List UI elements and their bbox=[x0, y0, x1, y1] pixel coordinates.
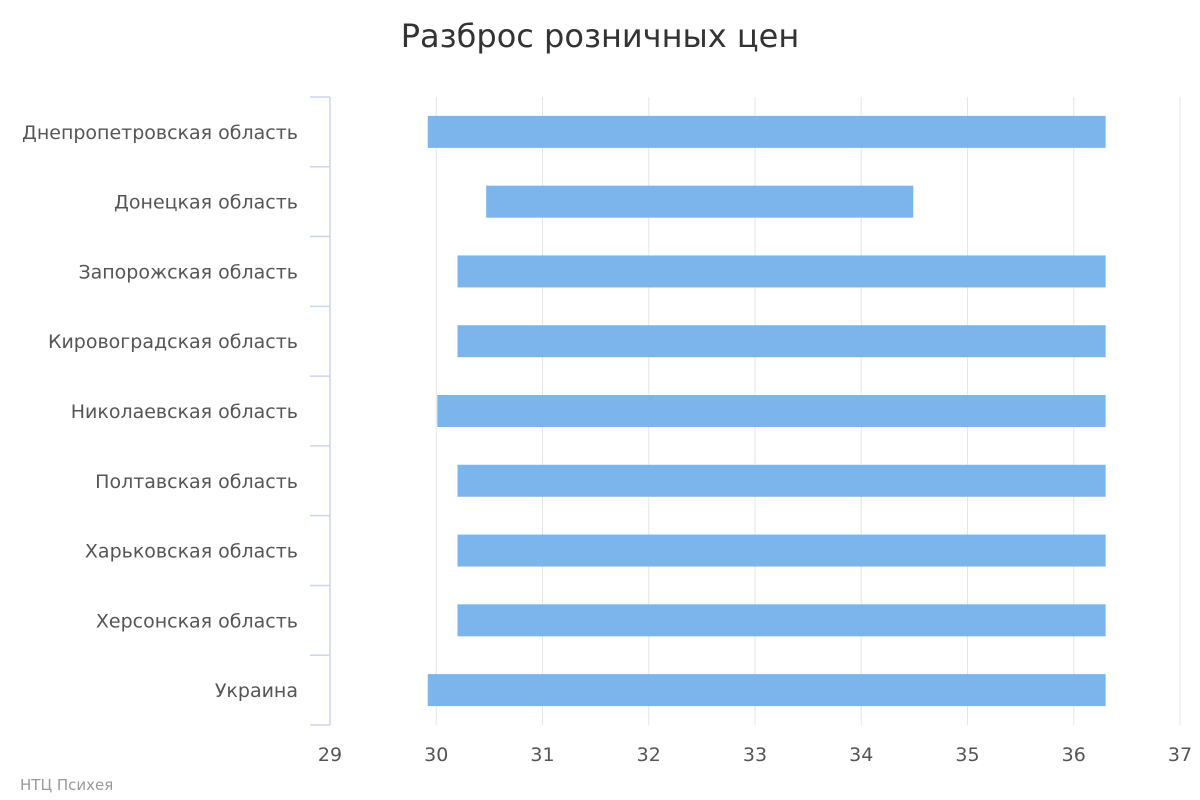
category-label: Украина bbox=[215, 680, 298, 702]
x-tick-label: 30 bbox=[424, 744, 448, 766]
category-label: Днепропетровская область bbox=[22, 122, 298, 144]
category-label: Харьковская область bbox=[85, 541, 298, 563]
category-axis bbox=[310, 96, 331, 726]
category-label: Донецкая область bbox=[114, 192, 298, 214]
category-label: Полтавская область bbox=[95, 471, 298, 493]
range-bar[interactable] bbox=[486, 185, 914, 218]
x-tick-label: 29 bbox=[318, 744, 342, 766]
x-tick-label: 33 bbox=[743, 744, 767, 766]
chart-title: Разброс розничных цен bbox=[401, 17, 800, 55]
x-tick-label: 32 bbox=[637, 744, 661, 766]
range-bar[interactable] bbox=[437, 395, 1106, 427]
chart-credit: НТЦ Психея bbox=[20, 776, 113, 794]
x-tick-label: 31 bbox=[530, 744, 554, 766]
range-bar[interactable] bbox=[457, 464, 1106, 497]
category-labels: Днепропетровская область Донецкая область… bbox=[22, 122, 298, 702]
range-bar[interactable] bbox=[457, 255, 1106, 288]
x-tick-label: 37 bbox=[1168, 744, 1192, 766]
x-axis-tick-labels: 29 30 31 32 33 34 35 36 37 bbox=[318, 744, 1192, 766]
x-tick-label: 35 bbox=[955, 744, 979, 766]
range-bar[interactable] bbox=[427, 115, 1106, 148]
category-label: Херсонская область bbox=[96, 610, 298, 632]
range-bar[interactable] bbox=[457, 534, 1106, 567]
x-tick-label: 36 bbox=[1062, 744, 1086, 766]
bars bbox=[427, 115, 1106, 707]
range-bar[interactable] bbox=[457, 604, 1106, 637]
category-label: Запорожская область bbox=[78, 261, 298, 283]
category-label: Кировоградская область bbox=[48, 331, 298, 353]
range-bar[interactable] bbox=[427, 674, 1106, 707]
x-tick-label: 34 bbox=[849, 744, 873, 766]
category-label: Николаевская область bbox=[71, 401, 298, 423]
range-bar[interactable] bbox=[457, 325, 1106, 358]
